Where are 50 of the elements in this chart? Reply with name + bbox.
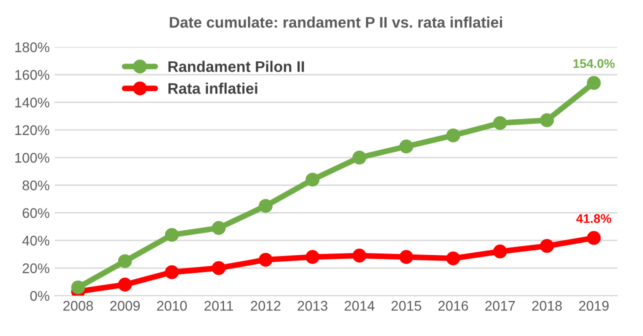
point bbox=[306, 250, 320, 264]
point bbox=[258, 252, 273, 267]
x-tick-label: 2009 bbox=[110, 300, 140, 311]
legend-label: Randament Pilon II bbox=[168, 60, 304, 72]
x-tick-label: 2017 bbox=[485, 300, 515, 311]
y-tick-label: 20% bbox=[22, 263, 50, 274]
point bbox=[118, 254, 132, 268]
y-tick-label: 120% bbox=[15, 125, 50, 136]
x-tick-label: 2012 bbox=[250, 300, 280, 311]
x-tick-label: 2011 bbox=[204, 300, 234, 311]
x-tick-label: 2014 bbox=[344, 300, 374, 311]
x-tick-label: 2018 bbox=[532, 300, 562, 311]
x-tick-label: 2008 bbox=[63, 300, 93, 311]
point bbox=[352, 248, 366, 263]
x-tick-label: 2010 bbox=[157, 300, 187, 311]
point bbox=[212, 221, 226, 235]
point bbox=[493, 244, 508, 258]
y-tick-label: 100% bbox=[15, 152, 50, 163]
point bbox=[493, 116, 508, 130]
point bbox=[446, 251, 460, 266]
x-tick-label: 2019 bbox=[579, 300, 609, 311]
x-tick-label: 2016 bbox=[438, 300, 468, 311]
y-tick-label: 40% bbox=[22, 236, 50, 246]
y-tick-label: 160% bbox=[15, 70, 50, 80]
point bbox=[306, 172, 320, 187]
point bbox=[586, 76, 601, 90]
data-label: 41.8% bbox=[576, 214, 612, 223]
point bbox=[446, 128, 460, 142]
y-tick-label: 60% bbox=[22, 208, 50, 218]
point bbox=[586, 230, 601, 245]
point bbox=[118, 278, 132, 292]
y-tick-label: 0% bbox=[30, 291, 50, 301]
point bbox=[399, 250, 414, 264]
point bbox=[258, 198, 273, 213]
point bbox=[164, 265, 179, 280]
y-tick-label: 80% bbox=[22, 180, 50, 190]
chart-title: Date cumulate: randament P II vs. rata inflatiei bbox=[170, 16, 502, 28]
point bbox=[399, 140, 414, 154]
point bbox=[164, 228, 179, 242]
point bbox=[540, 239, 554, 253]
x-tick-label: 2013 bbox=[298, 300, 328, 311]
legend-label: Rata inflatiei bbox=[168, 82, 258, 94]
point bbox=[352, 150, 366, 164]
y-tick-label: 140% bbox=[15, 98, 50, 108]
data-label: 154.0% bbox=[573, 59, 615, 68]
point bbox=[212, 261, 226, 275]
x-tick-label: 2015 bbox=[392, 300, 422, 311]
point bbox=[71, 280, 86, 294]
point bbox=[540, 113, 554, 128]
y-tick-label: 180% bbox=[15, 42, 50, 52]
